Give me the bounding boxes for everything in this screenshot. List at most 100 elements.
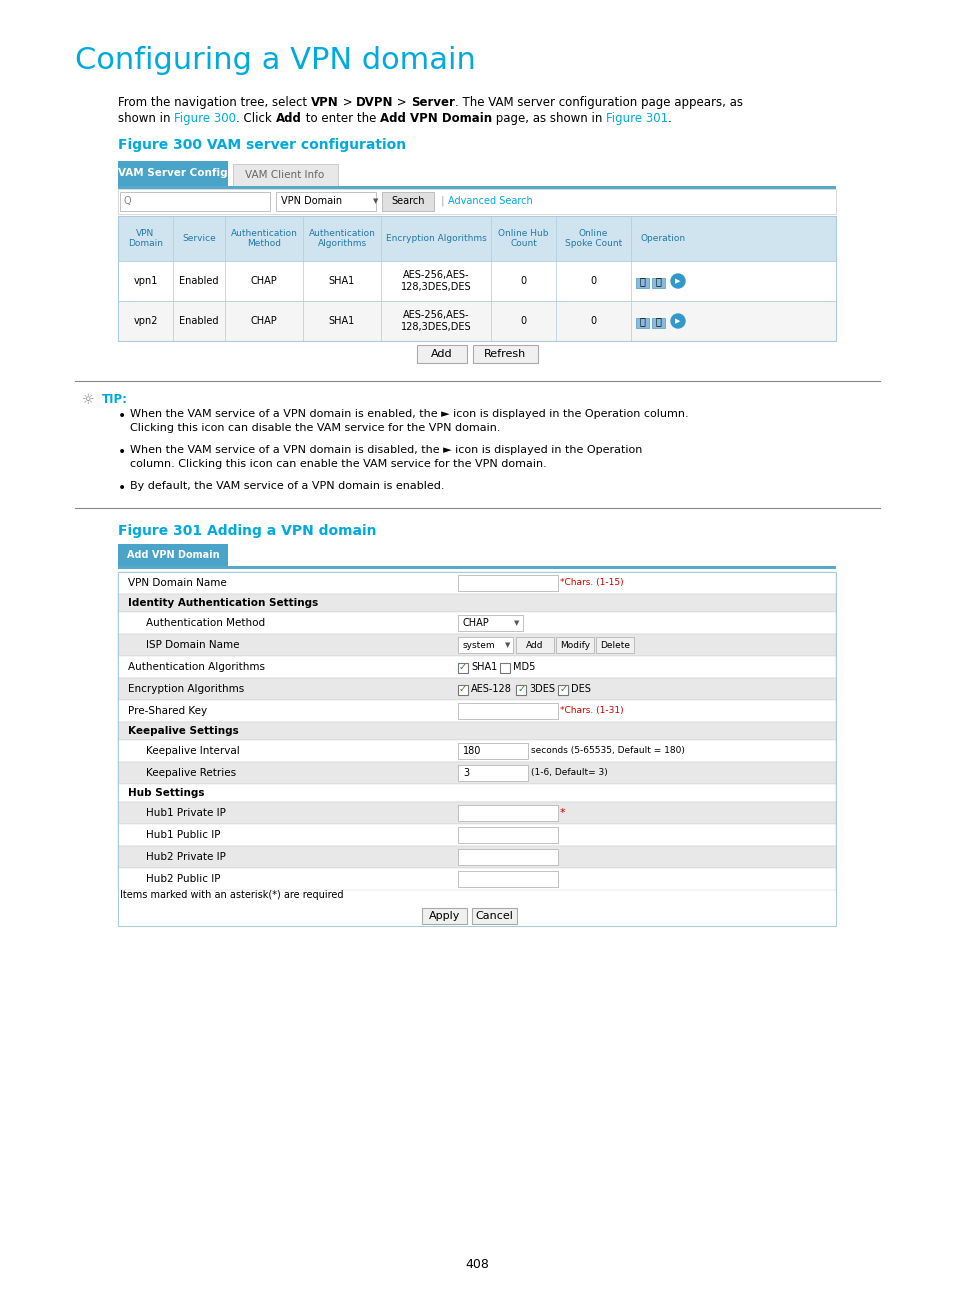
Text: 0: 0	[520, 316, 526, 327]
Text: VAM Server Config: VAM Server Config	[118, 168, 228, 178]
Text: Authentication Algorithms: Authentication Algorithms	[128, 662, 265, 673]
Bar	[457, 616, 522, 631]
Text: Authentication
Method: Authentication Method	[231, 229, 297, 249]
Bar	[457, 849, 558, 864]
Bar	[457, 638, 513, 653]
Bar	[118, 722, 835, 740]
Bar	[118, 824, 835, 846]
Text: |: |	[440, 196, 444, 206]
Bar	[118, 700, 835, 722]
Text: Add: Add	[526, 640, 543, 649]
Bar	[118, 572, 835, 594]
Bar	[421, 908, 467, 924]
Text: From the navigation tree, select: From the navigation tree, select	[118, 96, 311, 109]
Text: TIP:: TIP:	[102, 393, 128, 406]
Bar	[118, 846, 835, 868]
Text: ▼: ▼	[504, 642, 510, 648]
Circle shape	[670, 314, 684, 328]
Bar	[118, 802, 835, 824]
Bar	[457, 686, 468, 695]
Bar	[120, 192, 270, 211]
Text: Hub2 Private IP: Hub2 Private IP	[146, 851, 226, 862]
Bar	[118, 678, 835, 700]
Text: Operation: Operation	[640, 235, 685, 244]
Text: 🗂: 🗂	[639, 316, 644, 327]
Text: VAM Client Info: VAM Client Info	[245, 170, 324, 180]
Text: system: system	[462, 640, 496, 649]
Bar	[651, 318, 664, 328]
Text: ▼: ▼	[514, 619, 518, 626]
Text: 0: 0	[590, 276, 596, 286]
Bar	[457, 805, 558, 820]
Text: (1-6, Default= 3): (1-6, Default= 3)	[531, 769, 607, 778]
Bar	[275, 192, 375, 211]
Text: Server: Server	[411, 96, 455, 109]
Text: seconds (5-65535, Default = 180): seconds (5-65535, Default = 180)	[531, 746, 684, 756]
Bar	[457, 702, 558, 719]
Text: ✓: ✓	[558, 684, 567, 693]
Text: Enabled: Enabled	[179, 316, 218, 327]
Text: >: >	[338, 96, 355, 109]
Text: Refresh: Refresh	[483, 349, 525, 359]
Text: Add VPN Domain: Add VPN Domain	[379, 111, 492, 124]
Text: Items marked with an asterisk(*) are required: Items marked with an asterisk(*) are req…	[120, 890, 343, 899]
Text: Cancel: Cancel	[475, 911, 513, 921]
Bar	[556, 638, 594, 653]
Bar	[516, 686, 526, 695]
Text: 3DES: 3DES	[529, 684, 555, 693]
Bar	[499, 664, 510, 673]
Bar	[636, 279, 648, 288]
Text: ☼: ☼	[82, 393, 94, 407]
Text: AES-256,AES-
128,3DES,DES: AES-256,AES- 128,3DES,DES	[400, 310, 471, 332]
Text: MD5: MD5	[513, 662, 535, 673]
Text: Online Hub
Count: Online Hub Count	[497, 229, 548, 249]
Text: 🗑: 🗑	[655, 316, 660, 327]
Bar	[118, 260, 835, 301]
Text: Keepalive Interval: Keepalive Interval	[146, 746, 239, 756]
Text: 180: 180	[462, 746, 481, 756]
Text: DES: DES	[571, 684, 591, 693]
Bar	[118, 634, 835, 656]
Text: •: •	[118, 481, 126, 495]
Text: .: .	[667, 111, 671, 124]
Bar	[233, 165, 337, 187]
Text: Enabled: Enabled	[179, 276, 218, 286]
Text: Figure 300: Figure 300	[174, 111, 236, 124]
Bar	[118, 868, 835, 890]
Text: *: *	[559, 807, 565, 818]
Text: When the VAM service of a VPN domain is disabled, the ► icon is displayed in the: When the VAM service of a VPN domain is …	[130, 445, 641, 455]
Text: Apply: Apply	[429, 911, 460, 921]
Text: Service: Service	[182, 235, 215, 244]
Text: AES-128: AES-128	[471, 684, 512, 693]
Bar	[118, 784, 835, 802]
Text: 🗑: 🗑	[655, 276, 660, 286]
Text: to enter the: to enter the	[301, 111, 379, 124]
Text: Hub1 Private IP: Hub1 Private IP	[146, 807, 226, 818]
Text: Modify: Modify	[559, 640, 590, 649]
Text: SHA1: SHA1	[329, 316, 355, 327]
Bar	[651, 279, 664, 288]
Text: Pre-Shared Key: Pre-Shared Key	[128, 706, 207, 715]
Bar	[118, 656, 835, 678]
Text: Hub Settings: Hub Settings	[128, 788, 204, 798]
Text: VPN: VPN	[311, 96, 338, 109]
Text: SHA1: SHA1	[329, 276, 355, 286]
Text: VPN Domain: VPN Domain	[281, 196, 342, 206]
Text: When the VAM service of a VPN domain is enabled, the ► icon is displayed in the : When the VAM service of a VPN domain is …	[130, 410, 688, 419]
Text: ✓: ✓	[517, 684, 525, 693]
Bar	[118, 762, 835, 784]
Text: Delete: Delete	[599, 640, 629, 649]
Text: •: •	[118, 445, 126, 459]
Bar	[118, 301, 835, 341]
Text: . Click: . Click	[236, 111, 275, 124]
Bar	[118, 544, 228, 566]
Text: Add: Add	[275, 111, 301, 124]
Text: >: >	[393, 96, 411, 109]
Circle shape	[670, 273, 684, 288]
Text: ▼: ▼	[373, 198, 378, 203]
Text: ▶: ▶	[675, 279, 680, 284]
Text: Advanced Search: Advanced Search	[448, 196, 532, 206]
Bar	[118, 612, 835, 634]
Bar	[118, 216, 835, 260]
Text: Configuring a VPN domain: Configuring a VPN domain	[75, 45, 476, 75]
